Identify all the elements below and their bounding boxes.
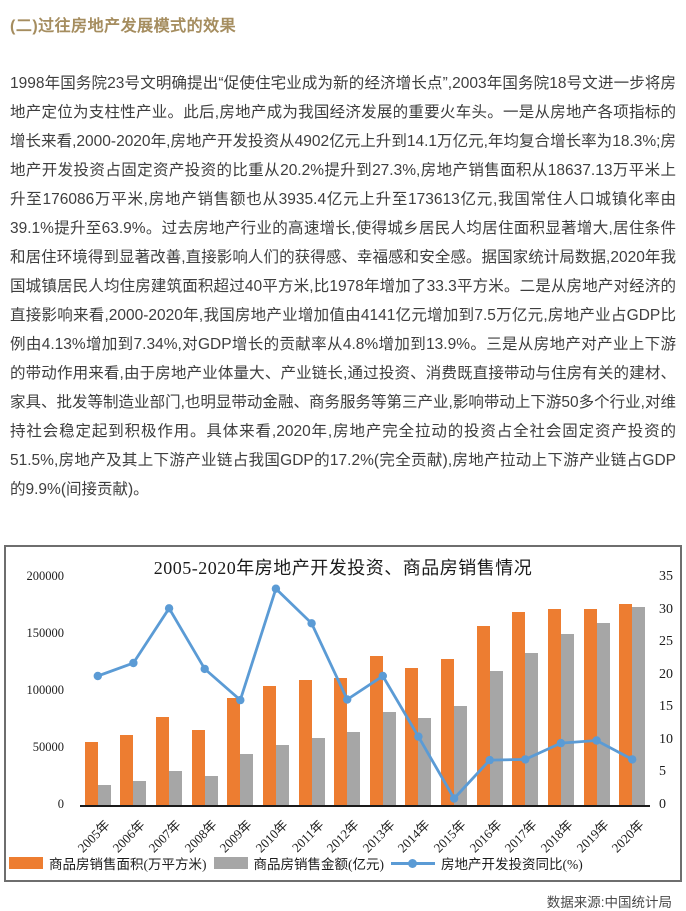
- line-marker: [414, 732, 423, 741]
- bar-sales-area: [441, 658, 455, 805]
- y-axis-left: 0 50000 100000 150000 200000: [6, 569, 66, 811]
- section-heading: (二)过往房地产发展模式的效果: [10, 18, 237, 35]
- chart-plot: [80, 577, 650, 807]
- data-source-note: 数据来源:中国统计局: [546, 895, 672, 910]
- bar-sales-value: [311, 737, 325, 805]
- bar-sales-area: [156, 716, 170, 805]
- line-marker: [271, 584, 281, 593]
- legend-label: 房地产开发投资同比(%): [441, 857, 583, 872]
- bar-sales-area: [334, 678, 348, 805]
- bar-sales-area: [583, 609, 597, 805]
- bar-sales-value: [454, 705, 468, 805]
- line-marker: [592, 736, 601, 745]
- legend-swatch-sales-area: [9, 857, 43, 869]
- line-marker: [236, 695, 245, 705]
- bar-sales-value: [632, 607, 646, 805]
- axis-tick-label: 30: [659, 601, 673, 617]
- chart-title: 2005-2020年房地产开发投资、商品房销售情况: [153, 558, 533, 578]
- bar-sales-area: [120, 734, 134, 805]
- bar-sales-value: [275, 744, 289, 805]
- line-marker: [129, 658, 138, 668]
- legend-swatch-sales-value: [213, 857, 248, 869]
- body-paragraph: 1998年国务院23号文明确提出“促使住宅业成为新的经济增长点”,2003年国务…: [10, 75, 676, 498]
- line-marker: [485, 755, 494, 765]
- line-marker: [556, 738, 566, 748]
- legend-swatch-investment-growth: [391, 857, 435, 870]
- legend-marker-icon: [408, 858, 417, 868]
- axis-tick-label: 5: [659, 764, 666, 780]
- line-marker: [164, 604, 174, 613]
- bar-sales-value: [596, 622, 610, 805]
- bar-sales-value: [560, 634, 574, 805]
- line-marker: [449, 794, 459, 803]
- bar-sales-area: [262, 685, 276, 805]
- growth-line-series: [93, 584, 637, 803]
- bar-sales-value: [240, 754, 254, 805]
- bar-sales-value: [97, 785, 111, 805]
- bar-sales-value: [489, 670, 503, 805]
- axis-tick-label: 0: [659, 797, 666, 812]
- axis-tick-label: 0: [57, 797, 64, 811]
- line-marker: [628, 755, 637, 764]
- legend-label: 商品房销售面积(万平方米): [49, 857, 207, 872]
- axis-tick-label: 100000: [26, 683, 65, 697]
- line-marker: [307, 619, 316, 628]
- bar-sales-area: [227, 698, 241, 805]
- axis-tick-label: 15: [659, 699, 673, 715]
- bar-sales-area: [84, 741, 98, 805]
- bar-sales-area: [298, 679, 312, 805]
- bar-sales-value: [347, 731, 361, 805]
- chart: 2005-2020年房地产开发投资、商品房销售情况 0 50000 100000 15…: [4, 545, 682, 882]
- bar-sales-value: [169, 770, 183, 805]
- bar-sales-area: [369, 656, 383, 805]
- line-marker: [378, 671, 387, 681]
- bar-sales-area: [405, 667, 419, 805]
- y-axis-right: 0 5 10 15 20 25 30 35: [654, 569, 680, 812]
- axis-tick-label: 10: [659, 731, 673, 747]
- axis-tick-label: 50000: [32, 740, 64, 754]
- axis-tick-label: 150000: [26, 626, 65, 640]
- legend-item-sales-value: 商品房销售金额(亿元): [213, 853, 385, 873]
- legend-label: 商品房销售金额(亿元): [253, 857, 385, 872]
- chart-legend: 商品房销售面积(万平方米) 商品房销售金额(亿元) 房地产开发投资同比(%): [9, 853, 583, 873]
- legend-item-sales-area: 商品房销售面积(万平方米): [9, 853, 207, 873]
- axis-tick-label: 20: [659, 666, 673, 682]
- bar-sales-value: [525, 652, 539, 805]
- axis-tick-label: 25: [659, 634, 673, 650]
- legend-item-investment-growth: 房地产开发投资同比(%): [391, 853, 583, 873]
- bar-sales-area: [191, 729, 205, 805]
- bar-sales-area: [547, 609, 561, 805]
- bar-sales-value: [133, 781, 147, 805]
- line-marker: [521, 755, 530, 764]
- x-axis-labels: 2005年 2006年 2007年 2008年 2009年 2010年 2011年 2012年…: [74, 807, 650, 855]
- bar-sales-value: [382, 712, 396, 805]
- line-marker: [93, 671, 102, 681]
- line-marker: [200, 664, 209, 674]
- axis-tick-label: 35: [659, 569, 673, 584]
- bar-sales-value: [204, 776, 218, 805]
- line-marker: [343, 695, 352, 704]
- axis-tick-label: 200000: [26, 569, 65, 583]
